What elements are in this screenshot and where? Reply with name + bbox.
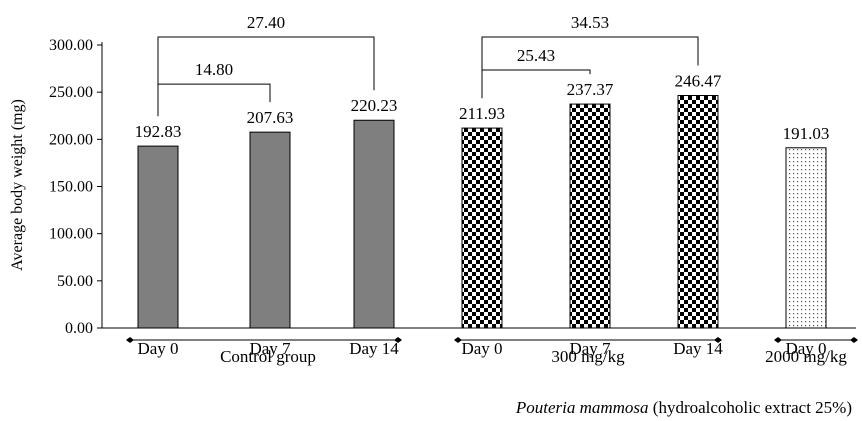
bar — [353, 119, 395, 329]
difference-label: 27.40 — [247, 13, 285, 32]
category-label: Day 0 — [461, 339, 502, 358]
category-label: Day 0 — [785, 339, 826, 358]
bar — [137, 145, 179, 329]
y-axis-label: Average body weight (mg) — [9, 99, 26, 271]
y-tick-label: 300.00 — [49, 37, 93, 54]
group-span-end — [126, 337, 134, 343]
difference-bracket — [157, 36, 375, 117]
category-label: Day 14 — [349, 339, 399, 358]
data-label: 220.23 — [351, 96, 398, 115]
y-tick-label: 0.00 — [65, 320, 93, 337]
difference-label: 14.80 — [195, 60, 233, 79]
data-label: 192.83 — [135, 122, 182, 141]
group-label: 2000 mg/kg — [765, 347, 847, 366]
data-label: 246.47 — [675, 71, 722, 90]
category-label: Day 7 — [569, 339, 611, 358]
bar — [569, 103, 611, 329]
group-span-end — [454, 337, 462, 343]
y-tick-label: 150.00 — [49, 179, 93, 196]
group-span-end — [714, 337, 722, 343]
difference-bracket — [481, 36, 699, 99]
group-span-end — [850, 337, 858, 343]
y-tick-label: 50.00 — [57, 273, 93, 290]
bar — [677, 94, 719, 329]
data-label: 237.37 — [567, 80, 614, 99]
bar — [249, 131, 291, 329]
group-label: 300 mg/kg — [551, 347, 625, 366]
footnote-rest: (hydroalcoholic extract 25%) — [649, 398, 852, 417]
data-label: 211.93 — [459, 104, 505, 123]
footnote-italic: Pouteria mammosa — [515, 398, 649, 417]
group-span-end — [394, 337, 402, 343]
category-label: Day 7 — [249, 339, 291, 358]
y-tick-label: 100.00 — [49, 226, 93, 243]
difference-label: 34.53 — [571, 13, 609, 32]
category-label: Day 14 — [673, 339, 723, 358]
data-label: 191.03 — [783, 124, 830, 143]
data-label: 207.63 — [247, 108, 294, 127]
bar — [785, 147, 827, 329]
footnote: Pouteria mammosa (hydroalcoholic extract… — [515, 398, 852, 417]
group-label: Control group — [220, 347, 316, 366]
group-span-end — [774, 337, 782, 343]
difference-label: 25.43 — [517, 46, 555, 65]
y-tick-label: 250.00 — [49, 84, 93, 101]
bar — [461, 127, 503, 329]
category-label: Day 0 — [137, 339, 178, 358]
y-tick-label: 200.00 — [49, 131, 93, 148]
